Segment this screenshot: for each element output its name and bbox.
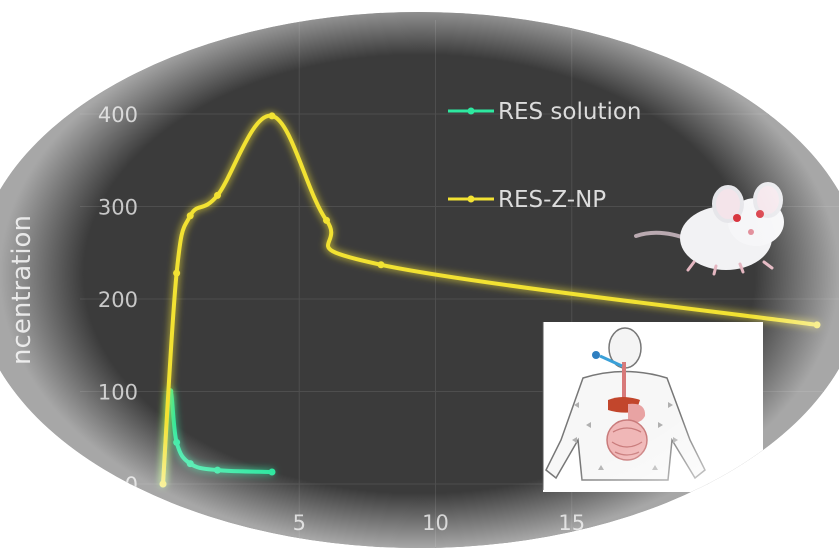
y-tick-label-400: 400 bbox=[98, 103, 138, 127]
data-point-res-z-np-1 bbox=[173, 269, 181, 277]
x-tick-label-10: 10 bbox=[422, 511, 449, 535]
y-tick-label-0: 0 bbox=[125, 473, 138, 497]
data-point-res-z-np-7 bbox=[813, 321, 821, 329]
data-point-res-z-np-3 bbox=[214, 191, 221, 199]
y-tick-label-100: 100 bbox=[98, 381, 138, 405]
x-tick-label-15: 15 bbox=[558, 511, 585, 535]
x-tick-label-5: 5 bbox=[293, 511, 306, 535]
data-point-res-solution-2 bbox=[173, 438, 181, 446]
data-point-res-z-np-4 bbox=[268, 112, 276, 120]
y-tick-label-300: 300 bbox=[98, 196, 138, 220]
data-point-res-z-np-2 bbox=[186, 212, 194, 220]
data-point-res-z-np-5 bbox=[323, 216, 330, 224]
data-point-res-z-np-0 bbox=[159, 480, 167, 488]
data-point-res-solution-3 bbox=[186, 460, 194, 468]
human-digestive-system-illustration bbox=[542, 322, 763, 492]
data-point-res-z-np-6 bbox=[377, 261, 385, 269]
legend-label-res-solution: RES solution bbox=[498, 99, 642, 125]
data-point-res-solution-4 bbox=[214, 466, 221, 474]
legend-label-res-z-np: RES-Z-NP bbox=[498, 187, 606, 213]
data-point-res-solution-5 bbox=[268, 468, 276, 476]
y-axis-label: ncentration bbox=[7, 215, 37, 365]
y-tick-label-200: 200 bbox=[98, 288, 138, 312]
